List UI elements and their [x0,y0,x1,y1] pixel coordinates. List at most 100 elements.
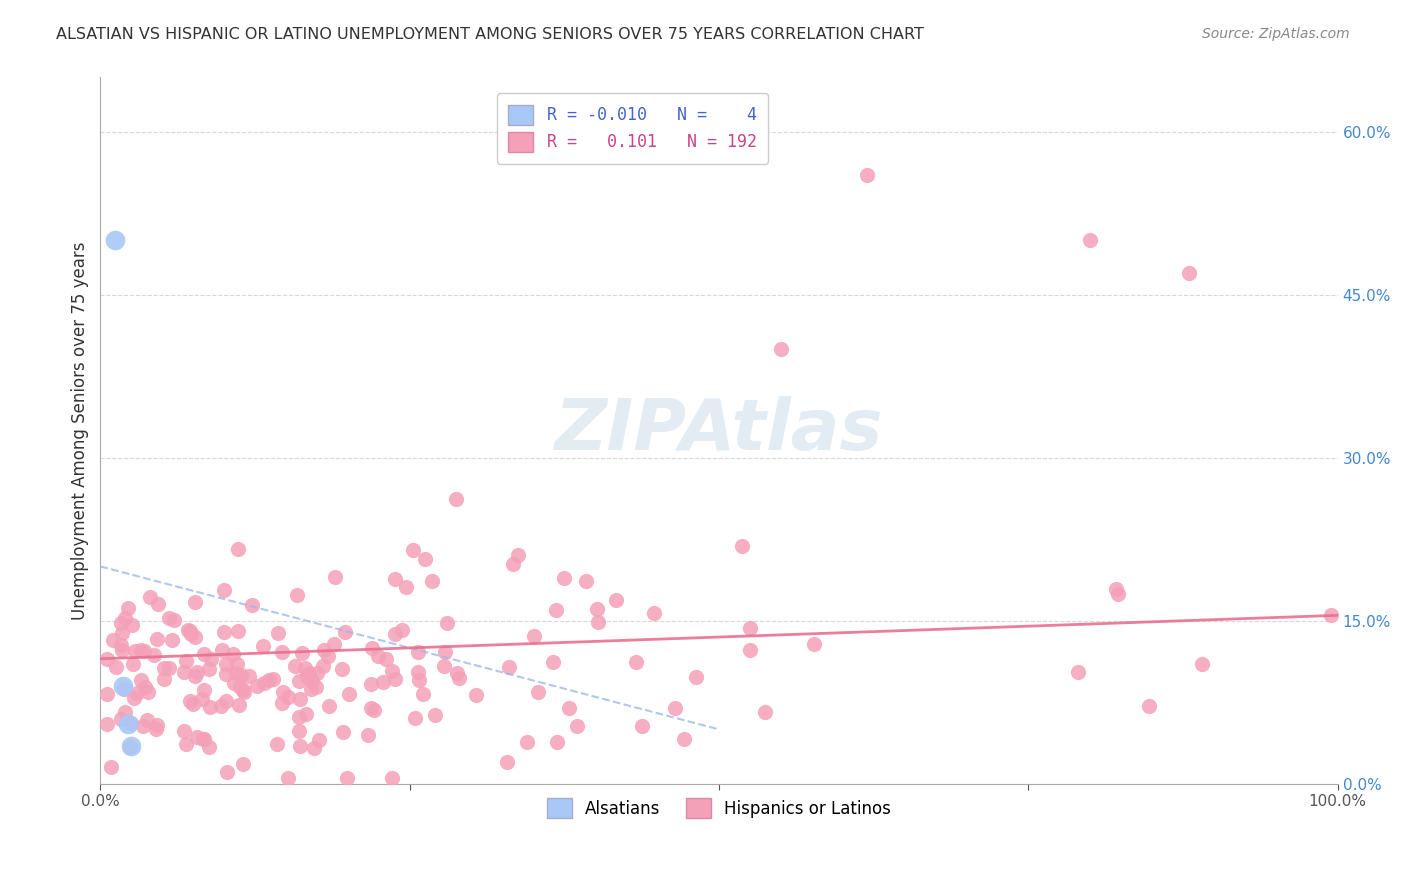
Hispanics or Latinos [502,557,524,571]
Hispanics or Latinos [406,644,429,658]
Hispanics or Latinos [197,740,219,755]
Hispanics or Latinos [332,662,354,676]
Hispanics or Latinos [180,627,202,641]
Hispanics or Latinos [174,737,197,751]
Hispanics or Latinos [214,624,236,639]
Hispanics or Latinos [498,660,520,674]
Hispanics or Latinos [496,755,519,769]
Hispanics or Latinos [193,647,215,661]
Hispanics or Latinos [271,645,294,659]
Hispanics or Latinos [121,657,143,671]
Hispanics or Latinos [136,685,159,699]
Text: Source: ZipAtlas.com: Source: ZipAtlas.com [1202,27,1350,41]
Hispanics or Latinos [127,686,149,700]
Hispanics or Latinos [198,700,221,714]
Hispanics or Latinos [284,659,307,673]
Hispanics or Latinos [232,683,254,698]
Text: ALSATIAN VS HISPANIC OR LATINO UNEMPLOYMENT AMONG SENIORS OVER 75 YEARS CORRELAT: ALSATIAN VS HISPANIC OR LATINO UNEMPLOYM… [56,27,924,42]
Hispanics or Latinos [444,491,467,506]
Hispanics or Latinos [547,735,569,749]
Hispanics or Latinos [157,611,180,625]
Hispanics or Latinos [222,675,245,690]
Hispanics or Latinos [121,618,143,632]
Hispanics or Latinos [546,602,568,616]
Hispanics or Latinos [211,643,233,657]
Alsatians [111,679,134,693]
Hispanics or Latinos [222,647,245,661]
Hispanics or Latinos [323,570,346,584]
Hispanics or Latinos [186,730,208,744]
Hispanics or Latinos [198,662,221,676]
Hispanics or Latinos [124,644,146,658]
Hispanics or Latinos [288,710,311,724]
Hispanics or Latinos [375,651,398,665]
Hispanics or Latinos [232,757,254,772]
Hispanics or Latinos [112,681,135,696]
Hispanics or Latinos [229,668,252,682]
Hispanics or Latinos [434,645,457,659]
Hispanics or Latinos [209,699,232,714]
Hispanics or Latinos [433,658,456,673]
Hispanics or Latinos [408,665,430,679]
Hispanics or Latinos [312,643,335,657]
Hispanics or Latinos [299,682,322,697]
Hispanics or Latinos [360,676,382,690]
Hispanics or Latinos [316,649,339,664]
Hispanics or Latinos [176,654,198,668]
Hispanics or Latinos [323,636,346,650]
Hispanics or Latinos [360,700,382,714]
Hispanics or Latinos [146,598,169,612]
Hispanics or Latinos [425,708,447,723]
Hispanics or Latinos [271,685,294,699]
Hispanics or Latinos [270,697,292,711]
Hispanics or Latinos [1105,582,1128,596]
Alsatians [117,717,139,731]
Hispanics or Latinos [134,680,156,694]
Hispanics or Latinos [357,728,380,742]
Hispanics or Latinos [111,642,134,657]
Hispanics or Latinos [506,548,529,562]
Hispanics or Latinos [305,666,328,681]
Hispanics or Latinos [146,632,169,647]
Hispanics or Latinos [685,670,707,684]
Hispanics or Latinos [132,719,155,733]
Hispanics or Latinos [163,613,186,627]
Hispanics or Latinos [153,672,176,686]
Hispanics or Latinos [142,648,165,663]
Hispanics or Latinos [605,593,627,607]
Hispanics or Latinos [384,572,406,586]
Hispanics or Latinos [110,712,132,726]
Hispanics or Latinos [630,719,652,733]
Legend: Alsatians, Hispanics or Latinos: Alsatians, Hispanics or Latinos [540,791,897,825]
Hispanics or Latinos [333,625,356,640]
Hispanics or Latinos [145,722,167,736]
Hispanics or Latinos [408,673,430,688]
Hispanics or Latinos [114,706,136,720]
Hispanics or Latinos [132,643,155,657]
Hispanics or Latinos [394,580,416,594]
Hispanics or Latinos [104,660,127,674]
Hispanics or Latinos [184,630,207,644]
Hispanics or Latinos [754,706,776,720]
Hispanics or Latinos [391,623,413,637]
Hispanics or Latinos [446,665,468,680]
Hispanics or Latinos [212,582,235,597]
Hispanics or Latinos [301,674,323,689]
Hispanics or Latinos [384,626,406,640]
Hispanics or Latinos [215,667,238,681]
Hispanics or Latinos [215,694,238,708]
Hispanics or Latinos [731,539,754,553]
Hispanics or Latinos [1067,665,1090,680]
Hispanics or Latinos [181,697,204,711]
Hispanics or Latinos [186,665,208,680]
Hispanics or Latinos [285,588,308,602]
Hispanics or Latinos [176,624,198,638]
Hispanics or Latinos [146,717,169,731]
Hispanics or Latinos [226,542,249,557]
Hispanics or Latinos [305,680,328,694]
Hispanics or Latinos [367,649,389,664]
Point [856,168,879,182]
Hispanics or Latinos [308,733,330,747]
Hispanics or Latinos [129,673,152,687]
Hispanics or Latinos [361,640,384,655]
